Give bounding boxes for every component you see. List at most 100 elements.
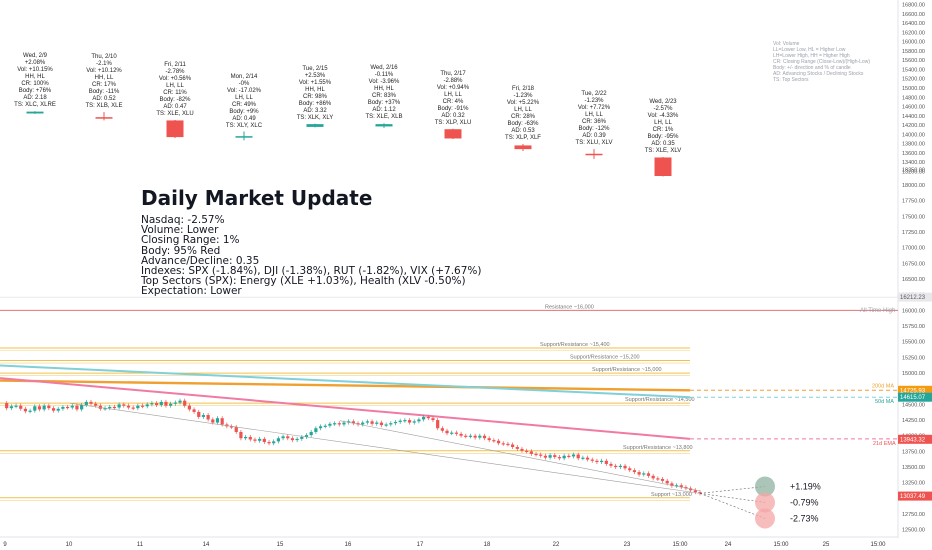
price-candle xyxy=(56,408,60,411)
candle-annotation: Thu, 2/17 -2.88% Vol: +0.94% LH, LL CR: 4% Bo… xyxy=(413,71,493,127)
axis-tick-label: 17500.00 xyxy=(902,214,925,220)
candle-annotation-line: Vol: +5.22% xyxy=(506,100,540,107)
price-candle xyxy=(562,455,566,459)
axis-tick-label: 15200.00 xyxy=(902,77,925,83)
price-candle xyxy=(623,465,627,469)
price-candle xyxy=(637,472,641,475)
legend-note-line: TS: Top Sectors xyxy=(773,77,809,83)
legend-note-line: Body: +/- direction and % of candle xyxy=(773,65,851,71)
legend-note-line: LL=Lower Low, HL = Higher Low xyxy=(773,47,846,53)
candle-annotation-line: HH, LL xyxy=(94,75,114,82)
price-candle xyxy=(459,433,463,436)
price-candle xyxy=(47,405,51,409)
price-candle xyxy=(511,444,515,448)
price-candle xyxy=(553,455,557,458)
summary-block: Nasdaq: -2.57% Volume: Lower Closing Ran… xyxy=(141,215,481,297)
price-candle xyxy=(361,422,365,425)
candle-annotation-line: Body: +76% xyxy=(18,88,52,95)
price-candle xyxy=(304,435,309,437)
price-candle xyxy=(501,443,505,445)
candle-annotation-line: -0.11% xyxy=(374,72,394,79)
axis-tick-label: 18250.00 xyxy=(902,167,925,173)
price-candle xyxy=(440,428,444,431)
price-candle xyxy=(187,405,191,410)
price-candle xyxy=(604,460,608,464)
price-candle xyxy=(431,418,435,421)
price-candle xyxy=(183,400,187,406)
price-candle xyxy=(445,430,449,434)
axis-tick-label: 15600.00 xyxy=(902,58,925,64)
candle-annotation-line: LH, LL xyxy=(444,91,462,98)
candle-annotation-line: CR: 11% xyxy=(163,89,187,96)
candle-annotation-line: AD: 0.39 xyxy=(582,133,606,140)
candle-annotation-line: Vol: +10.15% xyxy=(17,67,53,74)
level-label: Support/Resistance ~15,000 xyxy=(592,367,662,373)
price-candle xyxy=(290,438,295,441)
price-candle xyxy=(548,455,552,458)
price-candle xyxy=(506,443,510,446)
candle-annotation-line: CR: 100% xyxy=(21,81,49,88)
price-candle xyxy=(417,419,421,422)
price-candle xyxy=(197,411,201,417)
axis-tick-label: 14600.00 xyxy=(902,105,925,111)
price-candle xyxy=(84,401,88,406)
candle-annotation-line: HH, HL xyxy=(305,86,325,93)
axis-tick-label: 13500.00 xyxy=(902,465,925,471)
price-tag xyxy=(898,491,932,501)
price-candle xyxy=(389,423,393,425)
axis-tick-label: 15000.00 xyxy=(902,371,925,377)
price-candle xyxy=(496,440,501,444)
price-candle xyxy=(454,432,459,434)
candle-body xyxy=(95,117,113,119)
candle-annotation-line: CR: 1% xyxy=(652,127,674,133)
candle-annotation-line: Thu, 2/10 xyxy=(91,54,117,61)
level-label: Support/Resistance ~15,400 xyxy=(540,342,610,348)
x-tick-label: 23 xyxy=(624,542,631,548)
trend-line xyxy=(339,420,701,492)
axis-tick-label: 16600.00 xyxy=(902,12,925,18)
candle-annotation-line: Body: -91% xyxy=(437,105,469,112)
price-candle xyxy=(234,426,238,432)
price-candle xyxy=(220,418,224,425)
candle-annotation: Mon, 2/14 -0% Vol: -17.02% LH, LL CR: 49% Bod… xyxy=(204,74,284,130)
price-tag xyxy=(898,385,932,395)
axis-tick-label: 16000.00 xyxy=(902,40,925,46)
candle-annotation-line: AD: 0.47 xyxy=(163,103,187,110)
candle-annotation-line: Body: +37% xyxy=(367,100,401,107)
price-candle xyxy=(243,436,248,439)
candle-annotation: Fri, 2/18 -1.23% Vol: +5.22% LH, LL CR: 28% B… xyxy=(483,86,563,142)
price-candle xyxy=(258,438,262,441)
candle-body xyxy=(306,124,324,127)
candle-annotation-line: TS: XLE, XLV xyxy=(644,148,682,154)
price-candle xyxy=(684,487,688,489)
price-tag-label: 13037.49 xyxy=(900,494,926,500)
candle-annotation-line: Body: -63% xyxy=(507,121,539,128)
candle-annotation: Wed, 2/16 -0.11% Vol: -3.96% HH, HL CR: 83% B… xyxy=(344,65,424,121)
price-candle xyxy=(351,421,355,424)
axis-tick-label: 13200.00 xyxy=(902,169,925,175)
price-candle xyxy=(229,426,234,428)
candle-annotation-line: Body: +86% xyxy=(298,100,332,107)
candle-annotation-line: Vol: +10.12% xyxy=(86,68,122,75)
price-candle xyxy=(525,450,529,452)
candle-annotation-line: Body: -95% xyxy=(647,134,679,140)
candle-annotation-line: TS: XLP, XLU xyxy=(434,119,472,126)
candle-annotation-line: -2.88% xyxy=(443,77,463,84)
price-candle xyxy=(693,490,697,493)
summary-line: Nasdaq: -2.57% xyxy=(141,214,225,226)
price-candle xyxy=(356,423,360,425)
candle-annotation-line: AD: 0.35 xyxy=(651,141,675,147)
price-candle xyxy=(543,455,548,458)
price-candle xyxy=(131,407,135,409)
x-tick-label: 15:00 xyxy=(773,542,789,548)
ma-label: 50d MA xyxy=(875,399,894,405)
x-tick-label: 9 xyxy=(3,542,7,548)
price-candle xyxy=(276,438,280,442)
price-candle xyxy=(464,435,468,437)
price-candle xyxy=(585,457,590,460)
axis-tick-label: 15400.00 xyxy=(902,67,925,73)
price-candle xyxy=(407,420,412,423)
candle-annotation-line: AD: 0.49 xyxy=(232,115,256,122)
axis-tick-label: 14200.00 xyxy=(902,123,925,129)
